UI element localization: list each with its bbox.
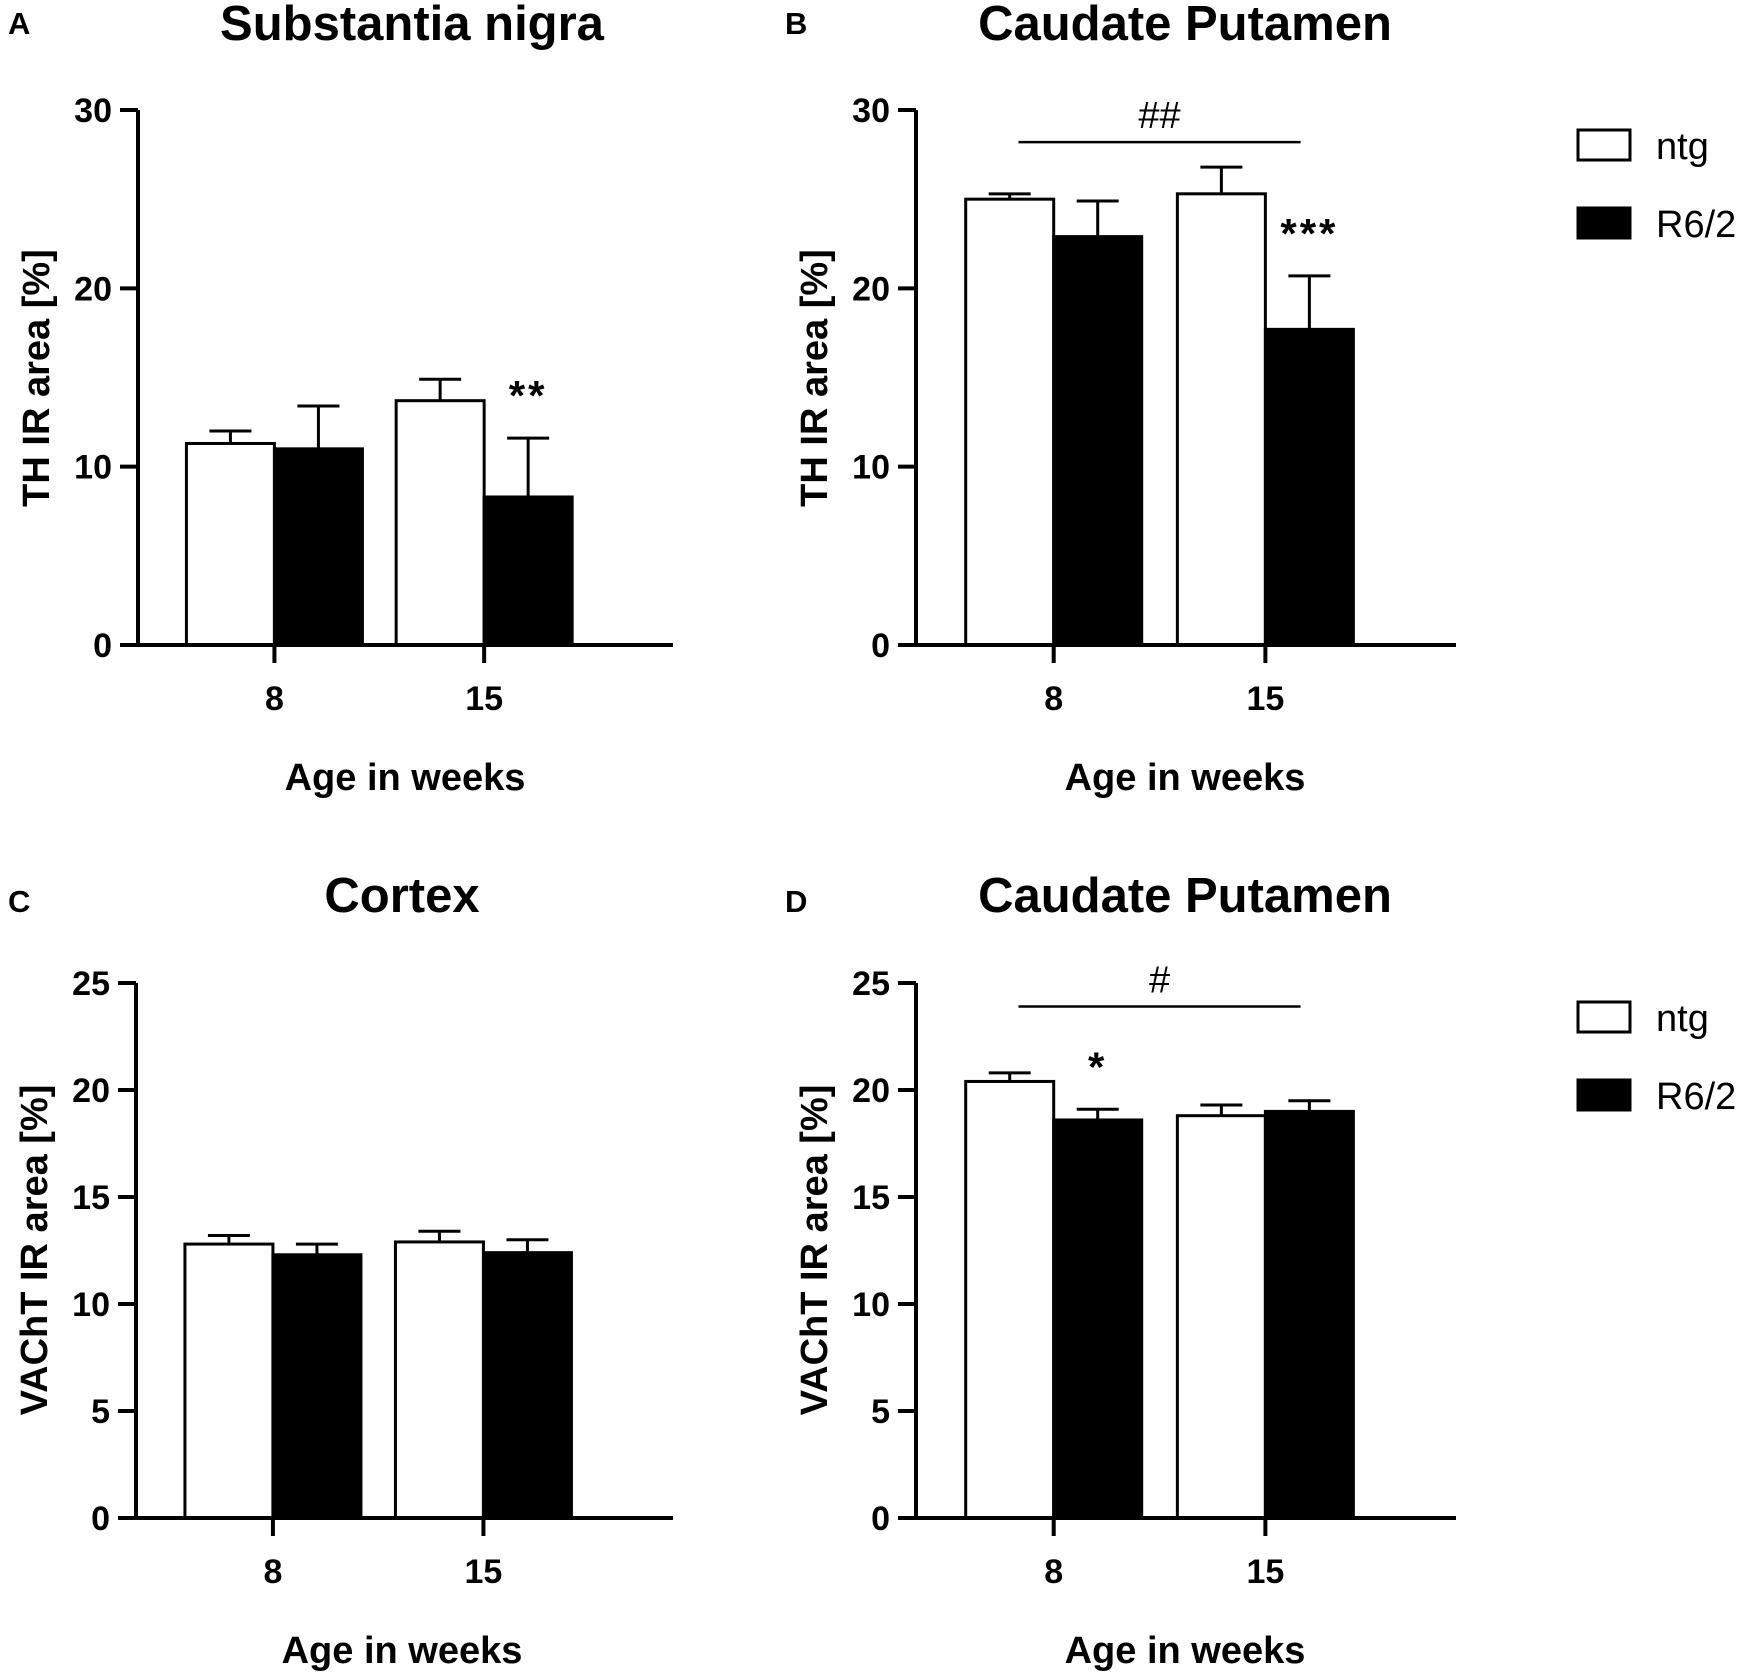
x-tick-label: 8 xyxy=(265,680,284,718)
y-axis-label: TH IR area [%] xyxy=(16,249,58,507)
legend: ntg R6/2 xyxy=(1576,998,1736,1118)
x-tick-label: 8 xyxy=(1044,680,1063,718)
significance-marker: ** xyxy=(509,372,548,419)
bar-ntg-8 xyxy=(184,441,276,647)
bar-ntg-15 xyxy=(1175,192,1267,647)
x-axis-label: Age in weeks xyxy=(282,1630,523,1672)
x-tick-label: 8 xyxy=(1044,1553,1063,1591)
panel-letter: A xyxy=(8,6,30,41)
legend-swatch-r62 xyxy=(1576,1078,1632,1112)
y-tick-label: 5 xyxy=(871,1393,890,1431)
bar-ntg-8 xyxy=(964,197,1056,647)
legend-label: R6/2 xyxy=(1656,1076,1736,1118)
bar-r62-15 xyxy=(1263,327,1355,647)
y-tick-label: 20 xyxy=(852,270,890,308)
y-tick-label: 10 xyxy=(72,1286,110,1324)
x-tick-label: 15 xyxy=(465,1553,503,1591)
chart-title: Caudate Putamen xyxy=(978,869,1392,923)
x-tick-label: 8 xyxy=(263,1553,282,1591)
chart-title: Caudate Putamen xyxy=(978,0,1392,51)
legend: ntg R6/2 xyxy=(1576,126,1736,246)
legend-swatch-ntg xyxy=(1576,128,1632,162)
bar-r62-15 xyxy=(482,495,574,647)
y-tick-label: 0 xyxy=(93,627,112,665)
panel-b: B Caudate Putamen 0 10 20 30 8 15 Age in weeks TH… xyxy=(785,0,1736,799)
y-tick-label: 25 xyxy=(72,965,110,1003)
x-tick-label: 15 xyxy=(1246,1553,1284,1591)
panel-d: D Caudate Putamen 0 5 10 15 20 25 8 15 Age in week… xyxy=(785,869,1736,1672)
bar-ntg-8 xyxy=(964,1079,1056,1520)
bar-r62-15 xyxy=(481,1251,573,1520)
y-tick-label: 0 xyxy=(91,1500,110,1538)
panel-letter: B xyxy=(785,6,807,41)
y-axis-label: VAChT IR area [%] xyxy=(794,1085,836,1416)
legend-label: ntg xyxy=(1656,998,1709,1040)
x-tick-label: 15 xyxy=(465,680,503,718)
bar-r62-8 xyxy=(272,447,364,647)
bar-ntg-15 xyxy=(393,1240,485,1520)
significance-marker: *** xyxy=(1280,210,1338,257)
legend-label: R6/2 xyxy=(1656,204,1736,246)
x-axis-label: Age in weeks xyxy=(1065,1630,1306,1672)
chart-title: Cortex xyxy=(324,869,479,923)
x-axis-label: Age in weeks xyxy=(285,757,526,799)
y-tick-label: 30 xyxy=(852,92,890,130)
y-tick-label: 10 xyxy=(74,449,112,487)
significance-marker: * xyxy=(1088,1043,1107,1090)
panel-c: C Cortex 0 5 10 15 20 25 8 15 Age in weeks VAChT IR… xyxy=(8,869,673,1672)
y-tick-label: 15 xyxy=(72,1179,110,1217)
y-tick-label: 5 xyxy=(91,1393,110,1431)
y-tick-label: 15 xyxy=(852,1179,890,1217)
bar-ntg-8 xyxy=(183,1242,275,1520)
y-tick-label: 0 xyxy=(871,1500,890,1538)
y-tick-label: 10 xyxy=(852,1286,890,1324)
y-tick-label: 20 xyxy=(74,270,112,308)
y-axis-label: TH IR area [%] xyxy=(794,249,836,507)
legend-swatch-ntg xyxy=(1576,1000,1632,1034)
comparison-marker: ## xyxy=(1138,95,1180,137)
legend-label: ntg xyxy=(1656,126,1709,168)
bar-ntg-15 xyxy=(1175,1114,1267,1520)
bar-r62-8 xyxy=(1052,1118,1144,1520)
x-axis-label: Age in weeks xyxy=(1065,757,1306,799)
panel-a: A Substantia nigra 0 10 20 30 8 15 Age in weeks T… xyxy=(8,0,673,799)
bar-ntg-15 xyxy=(394,399,486,647)
x-tick-label: 15 xyxy=(1246,680,1284,718)
y-tick-label: 20 xyxy=(852,1072,890,1110)
panel-letter: D xyxy=(785,884,807,919)
bar-r62-8 xyxy=(271,1253,363,1520)
y-tick-label: 30 xyxy=(74,92,112,130)
y-tick-label: 20 xyxy=(72,1072,110,1110)
y-tick-label: 10 xyxy=(852,449,890,487)
y-tick-label: 0 xyxy=(871,627,890,665)
bar-r62-15 xyxy=(1263,1109,1355,1520)
y-tick-label: 25 xyxy=(852,965,890,1003)
bar-r62-8 xyxy=(1052,235,1144,647)
legend-swatch-r62 xyxy=(1576,206,1632,240)
comparison-marker: # xyxy=(1149,960,1170,1002)
y-axis-label: VAChT IR area [%] xyxy=(14,1085,56,1416)
chart-title: Substantia nigra xyxy=(220,0,605,51)
panel-letter: C xyxy=(8,884,30,919)
